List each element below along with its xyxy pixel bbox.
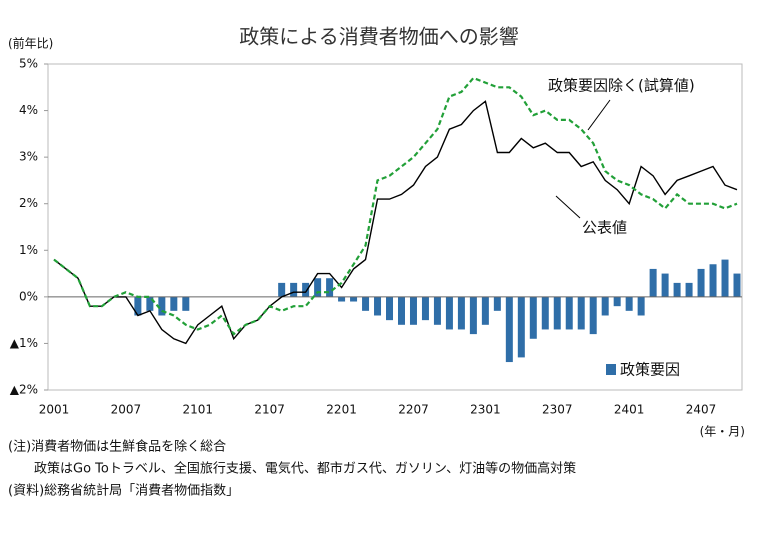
y-tick-label: 5% [19,57,38,71]
bar [362,296,370,311]
note: 政策はGo Toトラベル、全国旅行支援、電気代、都市ガス代、ガソリン、灯油等の物… [8,461,576,477]
note: (注)消費者物価は生鮮食品を除く総合 [8,439,226,455]
x-tick-label: 2101 [183,403,214,417]
bar [529,296,537,339]
x-tick-label: 2107 [254,403,285,417]
x-axis-label: (年・月) [700,425,745,439]
bar [158,296,166,316]
bar [302,282,310,297]
bar [433,296,441,325]
x-tick-label: 2301 [470,403,501,417]
bar [350,296,358,302]
y-tick-label: 1% [19,243,38,257]
legend-swatch [606,364,616,375]
x-tick-label: 2007 [111,403,142,417]
x-tick-label: 2201 [326,403,357,417]
bar [661,273,669,297]
y-tick-label: 4% [19,103,38,117]
annotation-leader [555,195,581,219]
x-tick-label: 2407 [686,403,717,417]
bar [469,296,477,335]
bar [733,273,741,297]
y-tick-label: ▲1% [10,336,38,350]
bar [134,296,142,316]
bar [397,296,405,325]
bar [314,278,322,297]
line [53,100,738,345]
bar [673,282,681,297]
line-annotation: 政策要因除く(試算値) [548,77,695,95]
legend-label: 政策要因 [620,361,680,379]
bar [481,296,489,325]
bar [697,268,705,297]
x-tick-label: 2001 [39,403,70,417]
bar [553,296,561,330]
bar [601,296,609,316]
y-tick-label: ▲2% [10,383,38,397]
bar [421,296,429,321]
line [53,76,738,336]
y-tick-label: 0% [19,289,38,303]
note: (資料)総務省統計局「消費者物価指数」 [8,483,239,499]
bar [278,282,286,297]
bar [517,296,525,358]
bar [637,296,645,316]
bar [505,296,513,363]
bar [685,282,693,297]
x-tick-label: 2401 [614,403,645,417]
bar [290,282,298,297]
bar [709,264,717,297]
bar [577,296,585,330]
bar [565,296,573,330]
bar [625,296,633,311]
chart-title: 政策による消費者物価への影響 [239,25,518,49]
bar [445,296,453,330]
bar [589,296,597,335]
annotation-leader [587,99,611,131]
bar [146,296,154,311]
bar [182,296,190,311]
bar [409,296,417,325]
bar [338,296,346,302]
bar [457,296,465,330]
y-tick-label: 2% [19,196,38,210]
bar [386,296,394,321]
x-tick-label: 2307 [542,403,573,417]
bar [649,268,657,297]
bar [170,296,178,311]
bar [374,296,382,316]
line-annotation: 公表値 [582,219,627,237]
plot-frame [47,63,743,391]
bar [326,278,334,297]
bar [541,296,549,330]
x-tick-label: 2207 [398,403,429,417]
bar [721,259,729,297]
y-axis-label: (前年比) [8,36,53,51]
y-tick-label: 3% [19,150,38,164]
bar [493,296,501,311]
bar [613,296,621,307]
